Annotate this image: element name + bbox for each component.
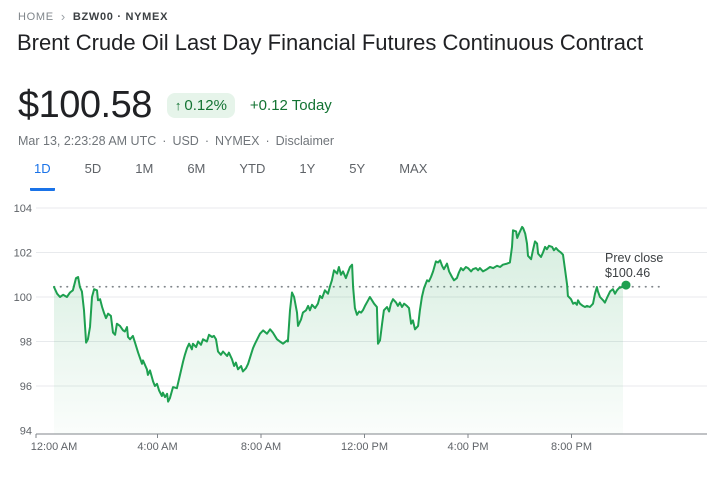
tab-5d[interactable]: 5D [84, 161, 102, 176]
prev-close-annotation: Prev close $100.46 [605, 251, 663, 281]
quote-meta: Mar 13, 2:23:28 AM UTC · USD · NYMEX · D… [18, 134, 334, 148]
breadcrumb-symbol: BZW00 · NYMEX [72, 11, 169, 23]
prev-close-label: Prev close [605, 251, 664, 265]
last-price-dot [621, 280, 631, 290]
quote-exchange: NYMEX [215, 134, 260, 148]
tab-1m[interactable]: 1M [135, 161, 154, 176]
time-range-tabs: 1D 5D 1M 6M YTD 1Y 5Y MAX [30, 159, 431, 191]
tab-max[interactable]: MAX [399, 161, 428, 176]
tab-1y[interactable]: 1Y [299, 161, 316, 176]
tab-1d[interactable]: 1D [30, 159, 55, 191]
x-axis-label: 8:00 AM [241, 441, 281, 453]
price-area [54, 226, 623, 434]
change-percent-badge: ↑ 0.12% [166, 92, 235, 118]
change-today: +0.12 Today [249, 96, 332, 114]
y-axis-label: 98 [20, 337, 32, 349]
disclaimer-link[interactable]: Disclaimer [275, 134, 334, 148]
quote-header: $100.58 ↑ 0.12% +0.12 Today [18, 86, 332, 124]
arrow-up-icon: ↑ [174, 97, 182, 113]
change-percent: 0.12% [184, 96, 227, 114]
y-axis-label: 100 [14, 292, 32, 304]
x-axis-label: 12:00 AM [31, 441, 77, 453]
tab-ytd[interactable]: YTD [239, 161, 266, 176]
chart-canvas[interactable]: 104 102 100 98 96 94 12:00 AM 4:00 AM 8:00 AM 12:… [0, 195, 707, 472]
x-axis-label: 8:00 PM [551, 441, 592, 453]
price-chart[interactable]: 104 102 100 98 96 94 12:00 AM 4:00 AM 8:00 AM 12:… [0, 195, 707, 472]
y-axis-label: 104 [14, 203, 32, 215]
chevron-right-icon: › [60, 9, 66, 24]
x-axis-label: 12:00 PM [341, 441, 388, 453]
breadcrumb: HOME › BZW00 · NYMEX [18, 9, 169, 24]
price-line [53, 225, 624, 403]
quote-currency: USD [172, 134, 199, 148]
y-axis-label: 102 [14, 248, 32, 260]
prev-close-value: $100.46 [605, 266, 651, 280]
current-price: $100.58 [18, 84, 152, 126]
page-title: Brent Crude Oil Last Day Financial Futur… [17, 30, 644, 55]
tab-5y[interactable]: 5Y [349, 161, 366, 176]
y-axis-label: 96 [20, 381, 32, 393]
x-axis-label: 4:00 PM [448, 441, 489, 453]
tab-6m[interactable]: 6M [187, 161, 206, 176]
quote-timestamp: Mar 13, 2:23:28 AM UTC [18, 134, 157, 148]
y-axis-label: 94 [20, 426, 32, 438]
x-axis-label: 4:00 AM [137, 441, 177, 453]
breadcrumb-home-link[interactable]: HOME [18, 11, 54, 23]
